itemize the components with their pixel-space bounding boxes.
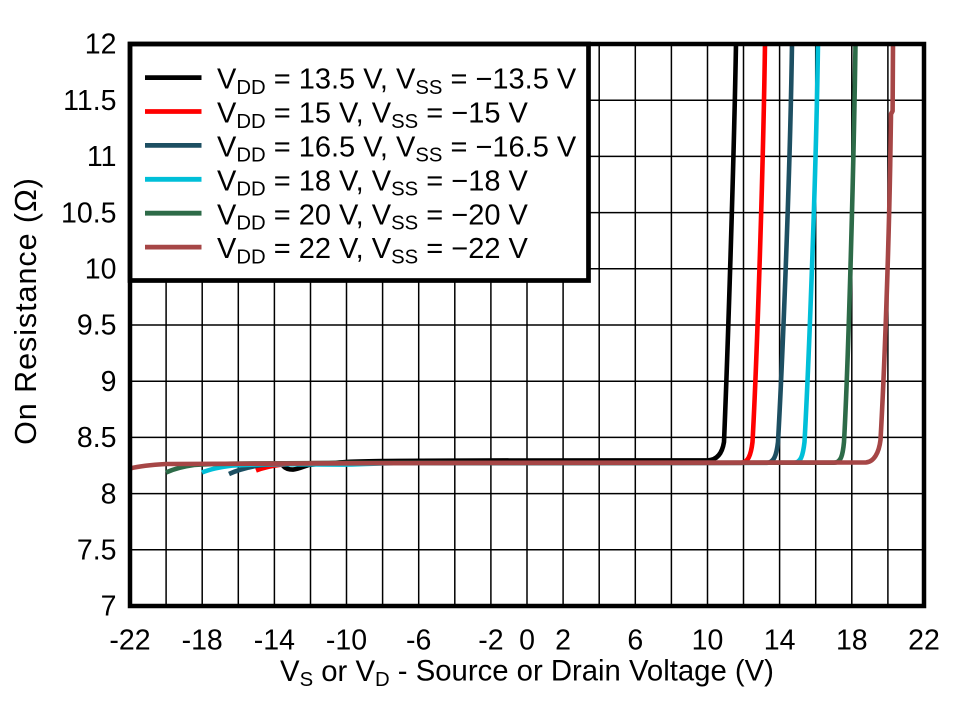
svg-text:2: 2 xyxy=(555,625,571,657)
svg-text:-10: -10 xyxy=(326,625,367,657)
svg-text:8.5: 8.5 xyxy=(77,422,117,454)
svg-text:8: 8 xyxy=(101,478,117,510)
svg-text:11: 11 xyxy=(87,141,117,173)
svg-text:VS or VD - Source or Drain Vol: VS or VD - Source or Drain Voltage (V) xyxy=(280,655,774,691)
svg-text:10: 10 xyxy=(85,254,117,286)
svg-text:On Resistance (Ω): On Resistance (Ω) xyxy=(9,177,43,445)
svg-text:22: 22 xyxy=(908,625,940,657)
svg-text:VDD = 16.5 V, VSS = −16.5 V: VDD = 16.5 V, VSS = −16.5 V xyxy=(217,132,577,167)
svg-text:14: 14 xyxy=(764,625,796,657)
svg-text:6: 6 xyxy=(627,625,643,657)
svg-text:10.5: 10.5 xyxy=(61,197,116,229)
svg-text:VDD = 13.5 V, VSS = −13.5 V: VDD = 13.5 V, VSS = −13.5 V xyxy=(217,64,577,99)
svg-text:-2: -2 xyxy=(478,625,503,657)
svg-text:VDD = 15 V, VSS = −15 V: VDD = 15 V, VSS = −15 V xyxy=(217,98,529,133)
svg-text:-14: -14 xyxy=(254,625,295,657)
svg-text:9: 9 xyxy=(101,366,117,398)
svg-text:18: 18 xyxy=(836,625,868,657)
svg-text:VDD = 20 V, VSS = −20 V: VDD = 20 V, VSS = −20 V xyxy=(217,199,529,234)
svg-text:12: 12 xyxy=(85,29,117,61)
svg-text:7.5: 7.5 xyxy=(77,535,117,567)
svg-text:VDD = 18 V, VSS = −18 V: VDD = 18 V, VSS = −18 V xyxy=(217,165,529,200)
svg-text:7: 7 xyxy=(101,591,117,623)
svg-text:10: 10 xyxy=(692,625,724,657)
svg-text:11.5: 11.5 xyxy=(63,85,116,117)
svg-text:-6: -6 xyxy=(406,625,431,657)
svg-text:-22: -22 xyxy=(109,625,150,657)
svg-text:VDD = 22 V, VSS = −22 V: VDD = 22 V, VSS = −22 V xyxy=(217,233,529,268)
svg-text:9.5: 9.5 xyxy=(77,310,117,342)
svg-text:0: 0 xyxy=(519,625,535,657)
svg-text:-18: -18 xyxy=(182,625,223,657)
